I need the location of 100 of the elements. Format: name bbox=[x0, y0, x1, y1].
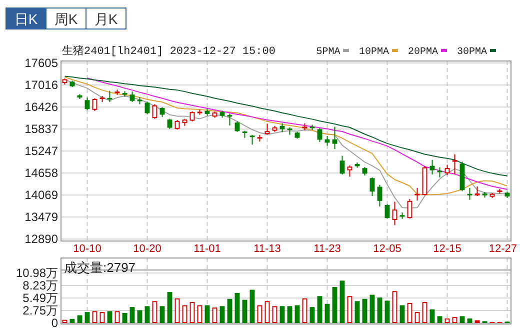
y-tick-label: 10.98万 bbox=[16, 266, 58, 280]
bar bbox=[212, 308, 218, 323]
bar bbox=[280, 306, 285, 323]
bar bbox=[130, 307, 135, 323]
bar bbox=[414, 312, 420, 323]
x-tick-label: 12-15 bbox=[433, 243, 462, 255]
y-tick-label: 0 bbox=[51, 316, 58, 329]
bar bbox=[182, 305, 188, 323]
text: 月K bbox=[94, 11, 118, 27]
bar bbox=[437, 316, 442, 323]
candlestick bbox=[332, 126, 338, 150]
bar bbox=[347, 296, 352, 323]
candlestick bbox=[130, 91, 135, 103]
bar bbox=[84, 312, 90, 323]
bar bbox=[92, 311, 98, 323]
bar bbox=[310, 307, 315, 323]
bar bbox=[370, 294, 375, 323]
candlestick bbox=[84, 97, 90, 111]
bar bbox=[107, 311, 112, 323]
bar bbox=[190, 302, 195, 323]
bar bbox=[377, 298, 382, 323]
bar bbox=[362, 298, 368, 323]
candlestick bbox=[384, 204, 390, 219]
candlestick bbox=[264, 123, 270, 135]
chart-title: 生猪2401[lh2401] 2023-12-27 15:00 bbox=[62, 44, 276, 58]
candlestick bbox=[227, 113, 232, 126]
text: 日K bbox=[14, 11, 38, 27]
text: 周K bbox=[54, 11, 78, 27]
candlestick bbox=[474, 186, 480, 197]
bar bbox=[444, 318, 450, 323]
bar bbox=[294, 305, 300, 323]
bar bbox=[460, 316, 465, 323]
candlestick bbox=[190, 110, 195, 122]
legend-label: 20PMA bbox=[408, 47, 438, 58]
bar bbox=[257, 305, 262, 323]
bar bbox=[317, 296, 322, 323]
candlestick bbox=[377, 184, 382, 208]
x-tick-label: 10-10 bbox=[73, 243, 102, 255]
y-tick-label: 17016 bbox=[24, 78, 58, 92]
candlestick bbox=[167, 118, 172, 130]
candlestick bbox=[414, 187, 420, 202]
x-tick-label: 12-05 bbox=[373, 243, 402, 255]
bar bbox=[272, 306, 278, 323]
y-tick-label: 15247 bbox=[24, 144, 58, 158]
candlestick bbox=[347, 164, 352, 178]
bar bbox=[197, 305, 202, 323]
candlestick bbox=[234, 120, 240, 132]
bar bbox=[287, 306, 292, 323]
candlestick bbox=[370, 176, 375, 197]
bar bbox=[332, 287, 338, 323]
bar bbox=[407, 302, 412, 323]
candlestick bbox=[340, 155, 345, 175]
candlestick bbox=[467, 187, 472, 200]
candlestick bbox=[437, 166, 442, 178]
bar bbox=[242, 300, 248, 323]
legend-label: 30PMA bbox=[457, 47, 488, 58]
y-tick-label: 2.75万 bbox=[22, 303, 58, 318]
candlestick bbox=[174, 119, 180, 130]
y-tick-label: 16426 bbox=[24, 100, 58, 114]
x-tick-label: 12-27 bbox=[488, 243, 517, 255]
bar bbox=[430, 309, 435, 323]
bar bbox=[174, 298, 180, 323]
bar bbox=[144, 306, 150, 323]
bar bbox=[160, 306, 165, 323]
candlestick bbox=[92, 98, 98, 112]
candlestick bbox=[407, 198, 412, 219]
legend-label: 10PMA bbox=[359, 47, 390, 58]
candlestick bbox=[430, 159, 435, 175]
bar bbox=[152, 301, 158, 323]
bar bbox=[122, 312, 128, 323]
candlestick bbox=[107, 90, 112, 103]
x-tick-label: 10-20 bbox=[133, 243, 162, 255]
bar bbox=[422, 302, 428, 323]
bar bbox=[324, 304, 330, 323]
bar bbox=[467, 318, 472, 323]
bar bbox=[100, 312, 105, 323]
bar bbox=[114, 311, 120, 323]
y-tick-label: 12890 bbox=[24, 232, 58, 246]
annotation: 成交量:2797 bbox=[64, 260, 136, 275]
bar bbox=[250, 290, 255, 323]
y-tick-label: 14658 bbox=[24, 166, 58, 180]
bar bbox=[392, 291, 398, 323]
bar bbox=[452, 317, 458, 323]
bar bbox=[167, 292, 172, 323]
candlestick bbox=[152, 104, 158, 120]
candlestick bbox=[250, 134, 255, 146]
legend-label: 5PMA bbox=[316, 47, 340, 58]
line-series bbox=[64, 76, 508, 176]
candlestick bbox=[452, 154, 458, 175]
x-tick-label: 11-23 bbox=[314, 243, 341, 255]
y-tick-label: 17605 bbox=[24, 56, 58, 70]
y-tick-label: 15837 bbox=[24, 122, 58, 136]
bar bbox=[137, 310, 142, 323]
bar bbox=[340, 280, 345, 323]
y-tick-label: 5.49万 bbox=[22, 291, 58, 305]
bar bbox=[264, 301, 270, 323]
bar bbox=[234, 292, 240, 323]
bar bbox=[384, 300, 390, 323]
bar bbox=[302, 298, 308, 323]
x-tick-label: 11-13 bbox=[254, 243, 281, 255]
